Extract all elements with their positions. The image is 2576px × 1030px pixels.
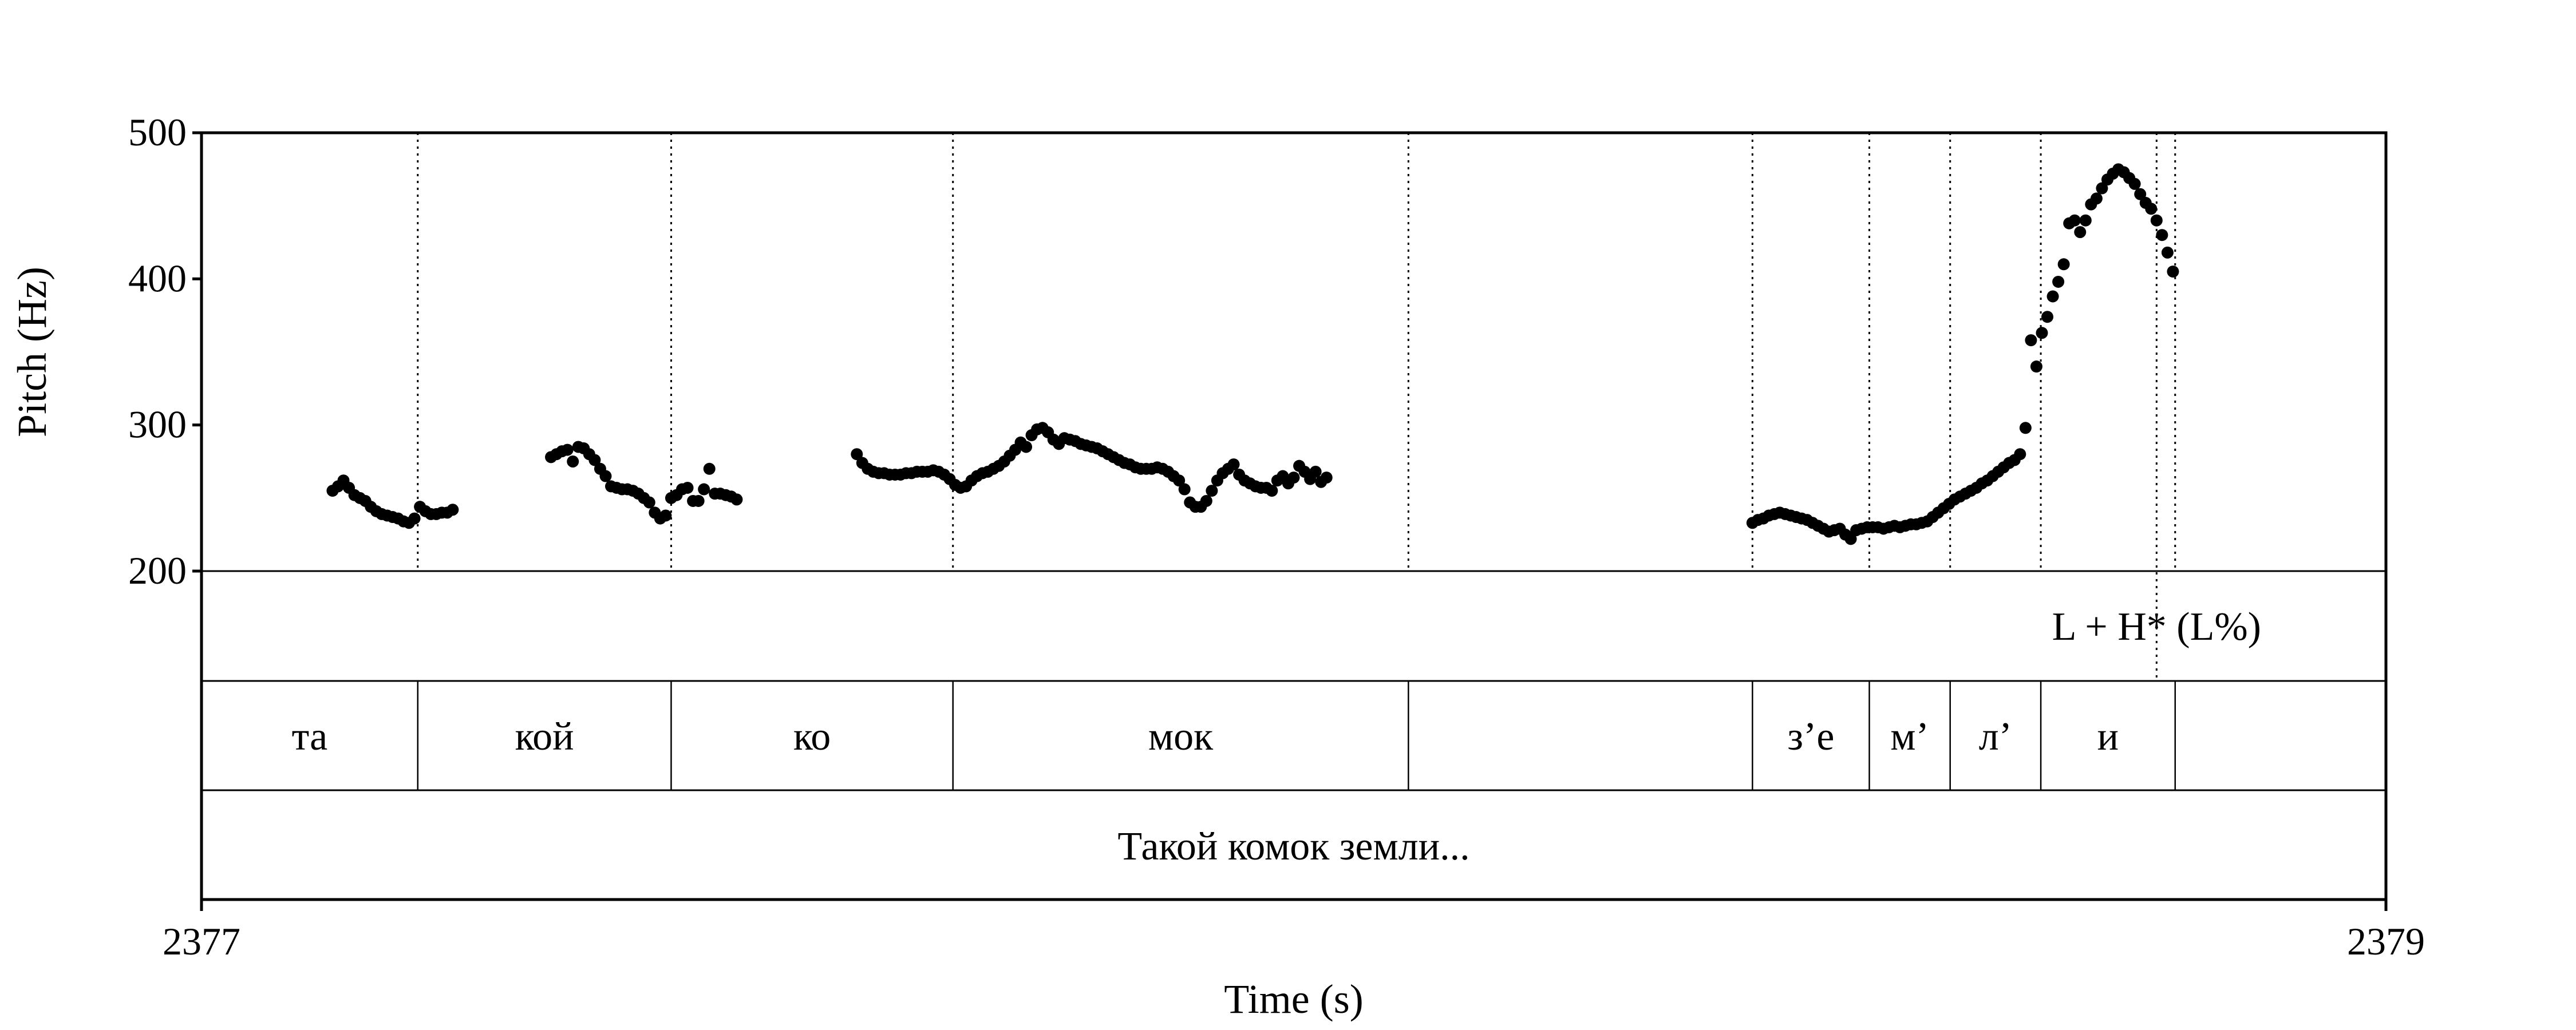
pitch-point	[1227, 458, 1240, 471]
pitch-point	[2046, 290, 2059, 303]
pitch-point	[2030, 360, 2042, 373]
y-tick-label: 500	[128, 110, 187, 154]
x-axis-title: Time (s)	[1224, 976, 1363, 1022]
pitch-point	[2041, 311, 2054, 323]
pitch-point	[1173, 474, 1186, 487]
pitch-point	[2156, 229, 2168, 241]
pitch-point	[2068, 214, 2081, 227]
y-axis-title: Pitch (Hz)	[9, 267, 55, 437]
pitch-point	[2074, 226, 2087, 239]
x-tick-label-end: 2379	[2347, 920, 2425, 963]
pitch-point	[2150, 214, 2163, 227]
pitch-point	[2161, 246, 2174, 259]
pitch-point	[2079, 214, 2092, 227]
pitch-point	[2128, 177, 2141, 190]
pitch-point	[2096, 182, 2108, 195]
pitch-point	[2036, 327, 2048, 339]
pitch-point	[2134, 188, 2147, 200]
pitch-point	[659, 509, 672, 522]
y-tick-label: 300	[128, 403, 187, 446]
pitch-point	[561, 443, 574, 456]
y-axis: 200 300 400 500	[128, 110, 202, 592]
pitch-point	[2167, 266, 2179, 278]
pitch-point	[698, 483, 710, 496]
pitch-point	[1309, 465, 1322, 478]
pitch-point	[447, 504, 459, 516]
pitch-point	[730, 493, 743, 506]
phrase-label: Такой комок земли...	[1117, 825, 1469, 869]
pitch-point	[2019, 422, 2032, 434]
pitch-point	[703, 462, 716, 475]
pitch-point	[2014, 448, 2026, 461]
plot-frame	[200, 131, 2388, 901]
syllable-label: мок	[1148, 715, 1214, 759]
pitch-point	[588, 454, 601, 466]
pitch-point	[2090, 192, 2103, 205]
pitch-point	[2057, 258, 2070, 271]
intonation-label: L + H* (L%)	[2052, 605, 2261, 649]
pitch-point	[599, 470, 612, 482]
pitch-point	[1178, 483, 1191, 496]
pitch-point	[1200, 494, 1212, 507]
y-tick-label: 400	[128, 256, 187, 300]
syllable-label: з’е	[1787, 715, 1834, 759]
syllable-label: л’	[1979, 715, 2012, 759]
pitch-point	[1206, 485, 1218, 497]
pitch-point	[2025, 334, 2037, 347]
pitch-point	[1320, 472, 1333, 484]
syllable-label: кой	[515, 715, 574, 759]
pitch-point	[1287, 472, 1300, 484]
syllable-label: м’	[1890, 715, 1929, 759]
annotation-tiers: L + H* (L%) та кой ко мок з’е м’ л’ и Такой комок…	[292, 605, 2261, 869]
y-tick-label: 200	[128, 549, 187, 592]
pitch-point	[692, 494, 705, 507]
pitch-point	[2052, 275, 2065, 288]
pitch-point	[1844, 533, 1857, 545]
pitch-point	[643, 496, 655, 509]
pitch-points	[326, 163, 2179, 545]
syllable-label: та	[292, 715, 328, 759]
pitch-point	[408, 512, 421, 525]
pitch-point	[2145, 203, 2158, 215]
pitch-point	[1020, 441, 1033, 453]
x-tick-label-start: 2377	[163, 920, 240, 963]
syllable-label: и	[2097, 715, 2119, 759]
pitch-point	[1266, 485, 1278, 497]
pitch-point	[567, 455, 579, 468]
pitch-point	[851, 448, 863, 461]
pitch-point	[681, 481, 694, 494]
syllable-label: ко	[793, 715, 831, 759]
